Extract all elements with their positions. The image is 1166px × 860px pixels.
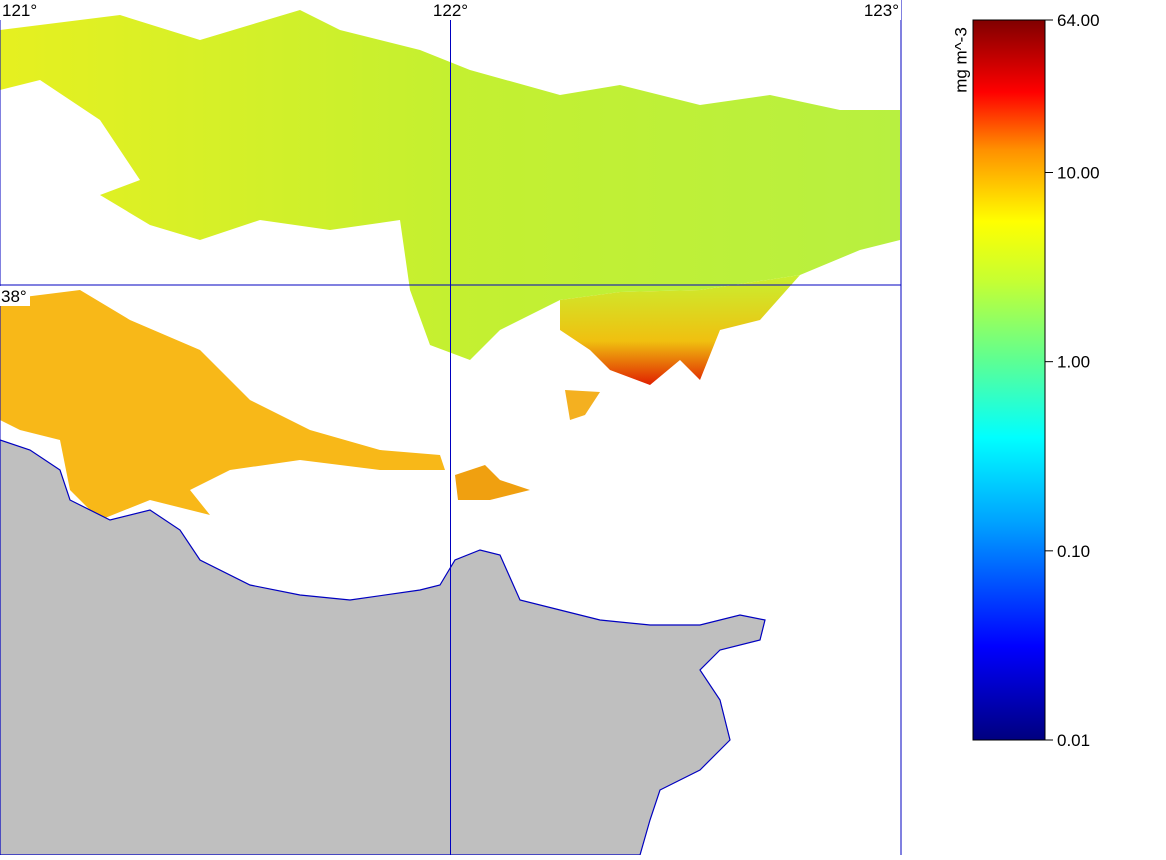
lon-label: 123° xyxy=(864,1,899,20)
colorbar-tick-label: 1.00 xyxy=(1057,353,1090,372)
colorbar-tick-label: 10.00 xyxy=(1057,164,1100,183)
label-background xyxy=(0,286,30,306)
colorbar-label: mg m^-3 xyxy=(951,27,970,93)
colorbar-tick-label: 0.01 xyxy=(1057,731,1090,750)
grid: 121° 122° 123° 38° xyxy=(0,0,902,855)
label-background xyxy=(0,0,38,20)
colorbar-tick-label: 64.00 xyxy=(1057,11,1100,30)
colorbar-tick-label: 0.10 xyxy=(1057,542,1090,561)
land xyxy=(0,439,766,856)
colorbar xyxy=(972,19,1046,741)
lon-label: 121° xyxy=(2,1,37,20)
lat-label: 38° xyxy=(1,287,27,306)
label-background xyxy=(863,0,901,20)
label-background xyxy=(431,0,470,20)
lon-label: 122° xyxy=(433,1,468,20)
